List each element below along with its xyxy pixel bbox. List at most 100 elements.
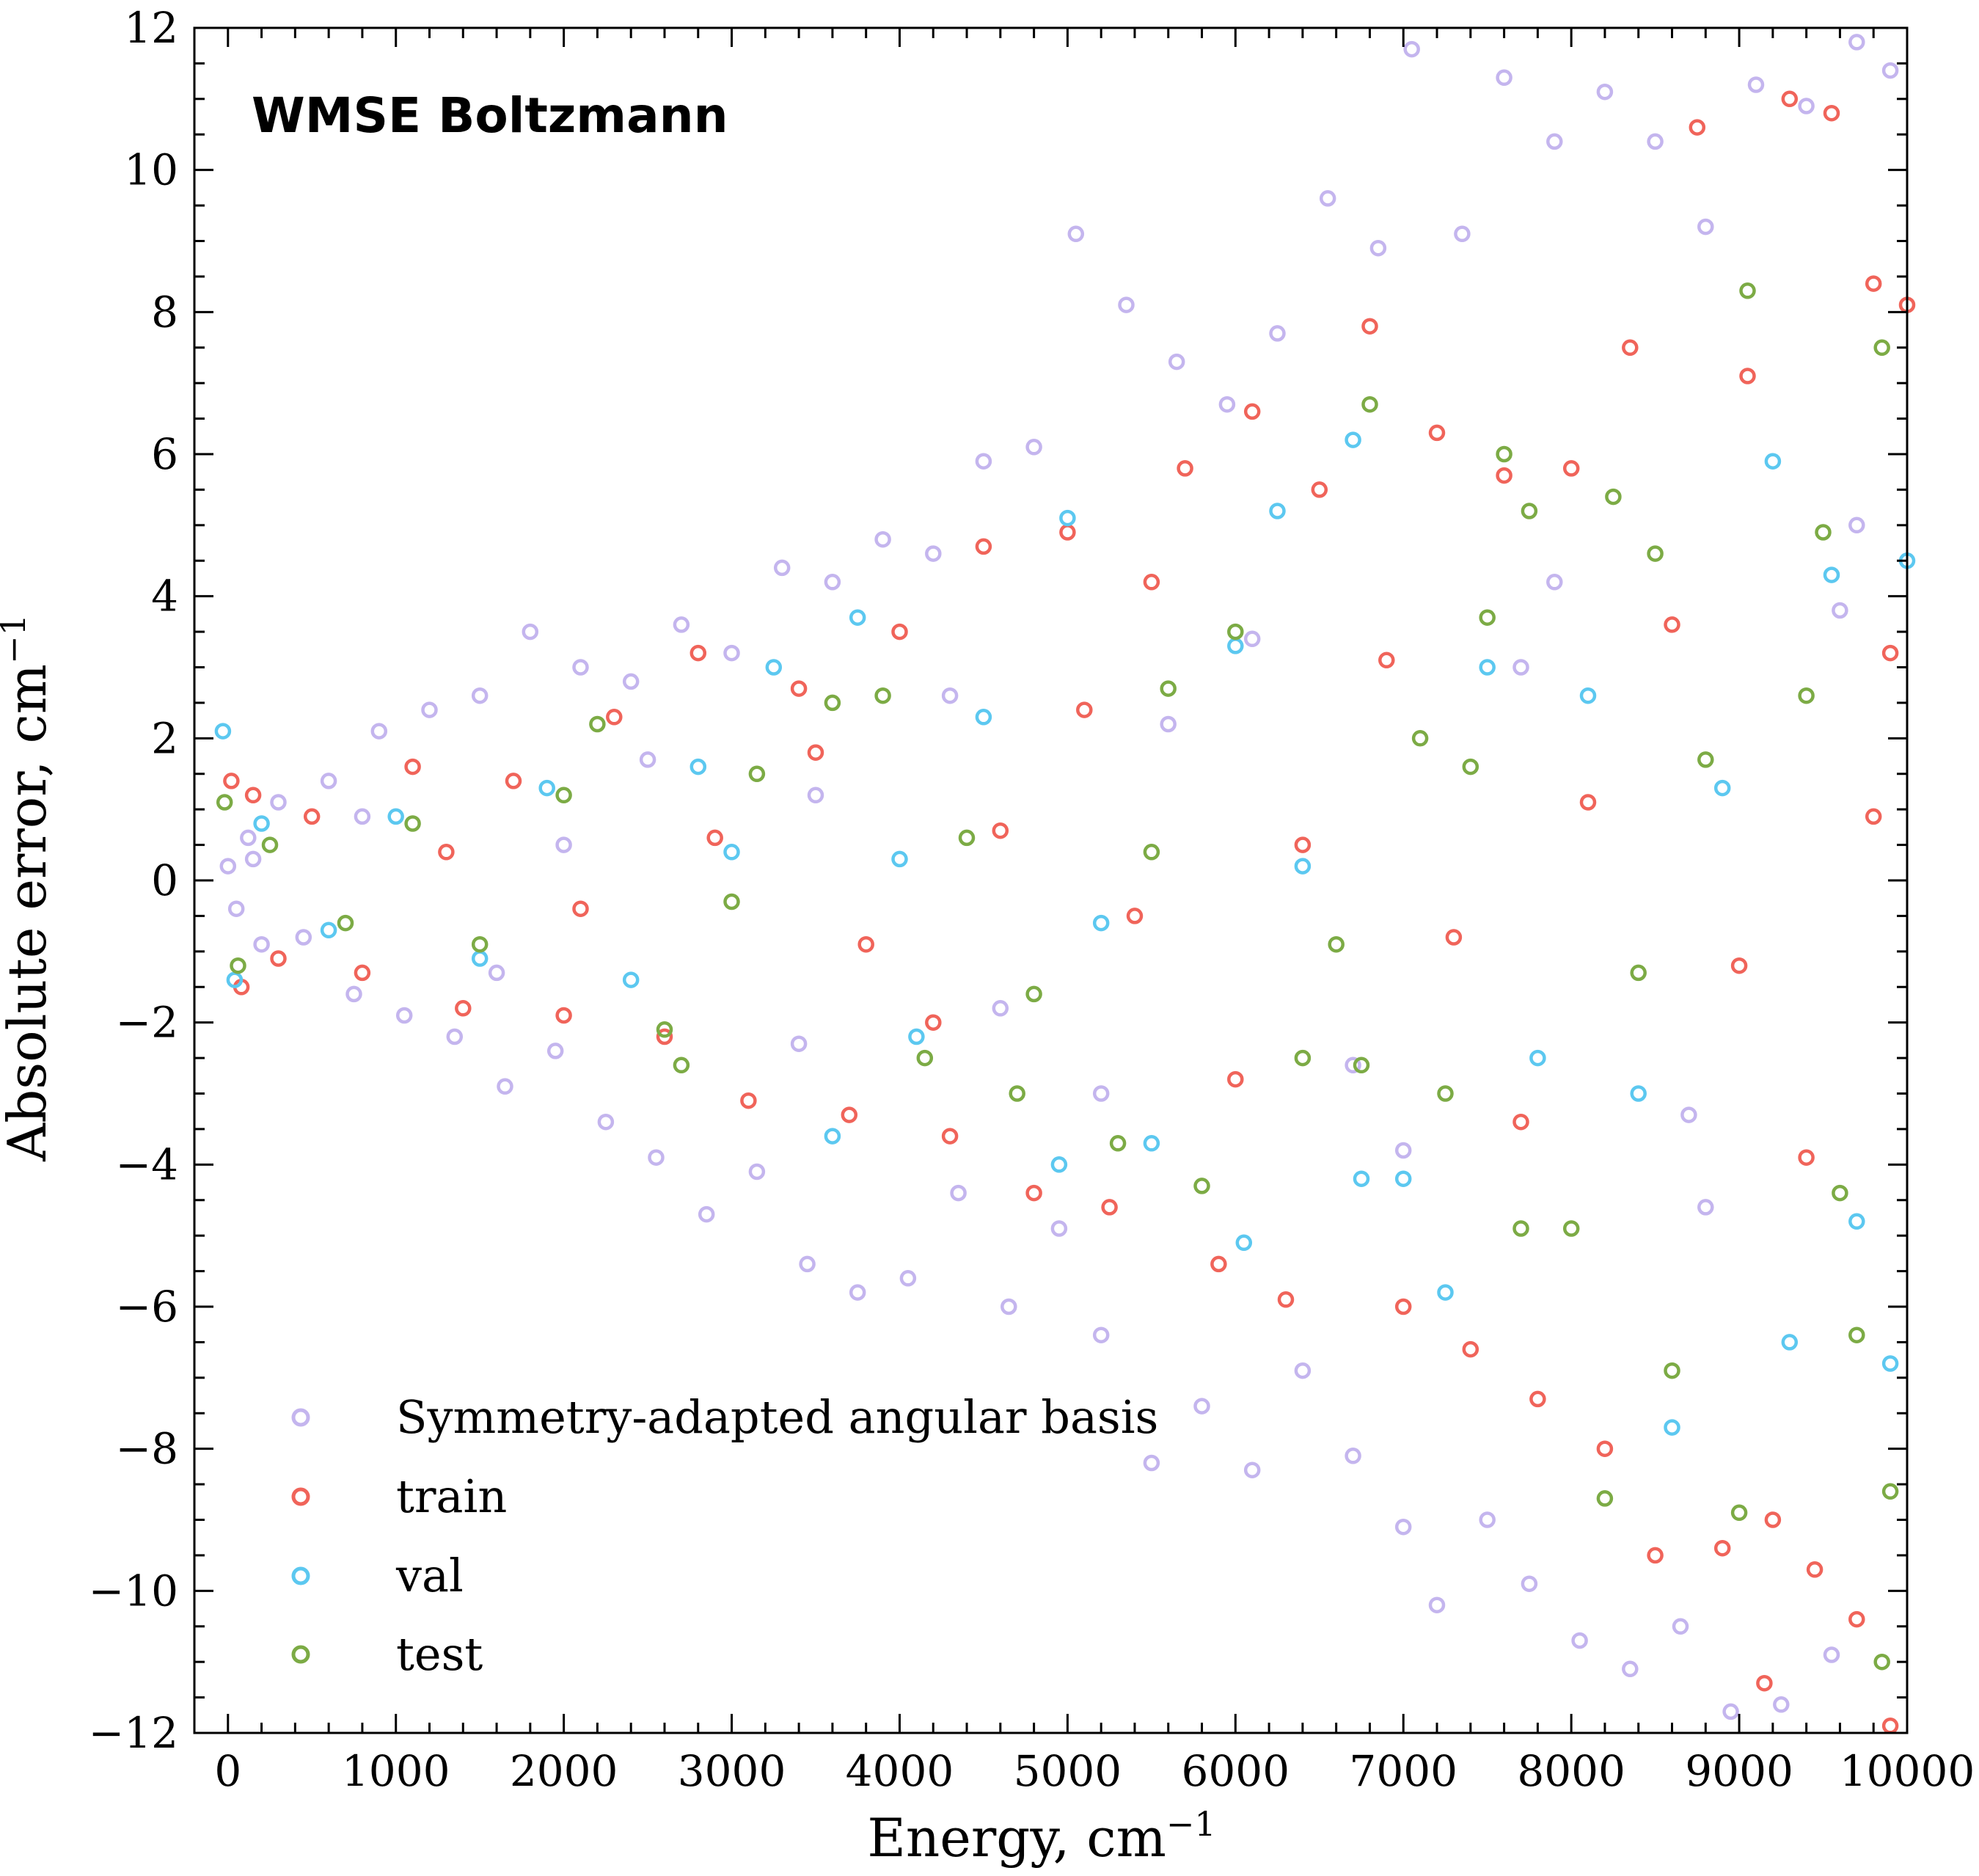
point-symmetry-adapted-angular-basis-33 bbox=[1001, 1298, 1017, 1315]
point-symmetry-adapted-angular-basis-53 bbox=[1479, 1511, 1496, 1528]
point-val-32 bbox=[1823, 566, 1840, 583]
point-symmetry-adapted-angular-basis-5 bbox=[295, 929, 312, 946]
point-test-32 bbox=[1647, 545, 1664, 562]
point-symmetry-adapted-angular-basis-51 bbox=[1428, 1596, 1446, 1613]
point-test-48 bbox=[1462, 758, 1479, 775]
point-val-24 bbox=[1479, 659, 1496, 676]
point-symmetry-adapted-angular-basis-23 bbox=[748, 1163, 766, 1180]
x-tick-label: 2000 bbox=[510, 1746, 618, 1796]
point-val-38 bbox=[1092, 914, 1110, 932]
point-test-44 bbox=[723, 893, 740, 910]
x-tick-label: 10000 bbox=[1840, 1746, 1975, 1796]
point-train-37 bbox=[1647, 1547, 1664, 1564]
point-val-36 bbox=[723, 844, 740, 861]
point-symmetry-adapted-angular-basis-80 bbox=[1697, 1199, 1714, 1216]
point-val-25 bbox=[1529, 1049, 1546, 1067]
x-tick-label: 0 bbox=[214, 1746, 241, 1796]
point-symmetry-adapted-angular-basis-31 bbox=[950, 1184, 967, 1202]
x-tick-label: 7000 bbox=[1349, 1746, 1457, 1796]
point-val-15 bbox=[1050, 1156, 1068, 1173]
point-train-29 bbox=[1394, 1298, 1412, 1315]
point-symmetry-adapted-angular-basis-68 bbox=[1848, 34, 1865, 51]
point-train-24 bbox=[1210, 1255, 1227, 1273]
y-tick-label: 2 bbox=[151, 713, 178, 763]
point-train-21 bbox=[1101, 1199, 1118, 1216]
point-test-5 bbox=[471, 935, 489, 953]
point-train-26 bbox=[1277, 1291, 1295, 1308]
point-val-30 bbox=[1764, 453, 1782, 470]
point-train-11 bbox=[656, 1028, 673, 1045]
point-symmetry-adapted-angular-basis-38 bbox=[1118, 296, 1135, 313]
point-train-44 bbox=[1823, 104, 1840, 122]
point-symmetry-adapted-angular-basis-2 bbox=[240, 829, 257, 847]
point-symmetry-adapted-angular-basis-20 bbox=[673, 616, 690, 633]
point-symmetry-adapted-angular-basis-36 bbox=[1067, 225, 1085, 243]
point-test-6 bbox=[555, 786, 572, 804]
point-val-21 bbox=[1353, 1170, 1370, 1187]
point-symmetry-adapted-angular-basis-54 bbox=[1496, 69, 1512, 87]
point-train-63 bbox=[1865, 808, 1882, 825]
point-symmetry-adapted-angular-basis-13 bbox=[497, 1078, 513, 1095]
point-test-16 bbox=[1109, 1135, 1127, 1152]
point-symmetry-adapted-angular-basis-46 bbox=[1319, 190, 1336, 207]
point-train-59 bbox=[1294, 836, 1312, 853]
point-symmetry-adapted-angular-basis-7 bbox=[345, 985, 362, 1003]
point-test-49 bbox=[1630, 964, 1647, 982]
point-train-36 bbox=[1622, 339, 1639, 357]
y-tick-label: −6 bbox=[116, 1282, 179, 1332]
point-test-47 bbox=[1328, 935, 1345, 953]
point-test-43 bbox=[1815, 524, 1832, 541]
point-train-4 bbox=[303, 808, 321, 825]
point-test-25 bbox=[1479, 609, 1496, 626]
point-train-32 bbox=[1496, 467, 1512, 484]
point-train-69 bbox=[438, 844, 455, 861]
point-symmetry-adapted-angular-basis-65 bbox=[1773, 1696, 1790, 1713]
point-symmetry-adapted-angular-basis-40 bbox=[1168, 353, 1185, 371]
point-symmetry-adapted-angular-basis-10 bbox=[421, 701, 438, 718]
point-symmetry-adapted-angular-basis-0 bbox=[219, 858, 237, 875]
point-symmetry-adapted-angular-basis-59 bbox=[1622, 1660, 1639, 1678]
point-symmetry-adapted-angular-basis-75 bbox=[941, 687, 959, 704]
point-symmetry-adapted-angular-basis-57 bbox=[1571, 1632, 1588, 1649]
point-symmetry-adapted-angular-basis-81 bbox=[1848, 517, 1865, 534]
point-train-8 bbox=[505, 773, 522, 789]
point-symmetry-adapted-angular-basis-17 bbox=[597, 1113, 615, 1131]
point-train-40 bbox=[1739, 368, 1756, 384]
point-symmetry-adapted-angular-basis-61 bbox=[1672, 1618, 1689, 1635]
point-symmetry-adapted-angular-basis-76 bbox=[1092, 1085, 1110, 1102]
point-symmetry-adapted-angular-basis-45 bbox=[1294, 1362, 1312, 1379]
x-tick-label: 5000 bbox=[1014, 1746, 1122, 1796]
point-train-28 bbox=[1361, 318, 1378, 335]
point-test-46 bbox=[1143, 844, 1160, 861]
point-train-5 bbox=[354, 964, 371, 982]
point-train-41 bbox=[1764, 1511, 1782, 1528]
point-symmetry-adapted-angular-basis-70 bbox=[244, 850, 262, 868]
point-symmetry-adapted-angular-basis-58 bbox=[1596, 83, 1614, 101]
point-symmetry-adapted-angular-basis-11 bbox=[446, 1028, 464, 1045]
point-val-22 bbox=[1394, 1170, 1412, 1187]
point-train-22 bbox=[1143, 574, 1160, 591]
point-symmetry-adapted-angular-basis-73 bbox=[639, 751, 656, 768]
point-val-28 bbox=[1664, 1419, 1680, 1436]
point-test-38 bbox=[1832, 1184, 1848, 1202]
point-train-7 bbox=[455, 1000, 472, 1017]
point-test-13 bbox=[916, 1049, 934, 1067]
point-test-22 bbox=[1353, 1056, 1370, 1074]
point-symmetry-adapted-angular-basis-74 bbox=[790, 1035, 808, 1052]
point-test-8 bbox=[656, 1021, 673, 1038]
point-test-12 bbox=[874, 687, 891, 704]
point-symmetry-adapted-angular-basis-14 bbox=[522, 623, 539, 640]
point-val-0 bbox=[214, 723, 232, 740]
point-test-1 bbox=[230, 957, 246, 974]
point-train-30 bbox=[1428, 424, 1446, 442]
legend-label-train: train bbox=[396, 1470, 507, 1523]
point-symmetry-adapted-angular-basis-69 bbox=[1881, 62, 1899, 79]
point-symmetry-adapted-angular-basis-6 bbox=[320, 773, 337, 789]
point-val-10 bbox=[824, 1128, 841, 1145]
point-test-19 bbox=[1227, 623, 1244, 640]
point-train-64 bbox=[1126, 908, 1144, 924]
legend: Symmetry-adapted angular basis train val… bbox=[291, 1390, 1158, 1681]
point-val-23 bbox=[1437, 1284, 1454, 1301]
point-train-12 bbox=[689, 644, 707, 662]
point-symmetry-adapted-angular-basis-42 bbox=[1218, 395, 1236, 413]
